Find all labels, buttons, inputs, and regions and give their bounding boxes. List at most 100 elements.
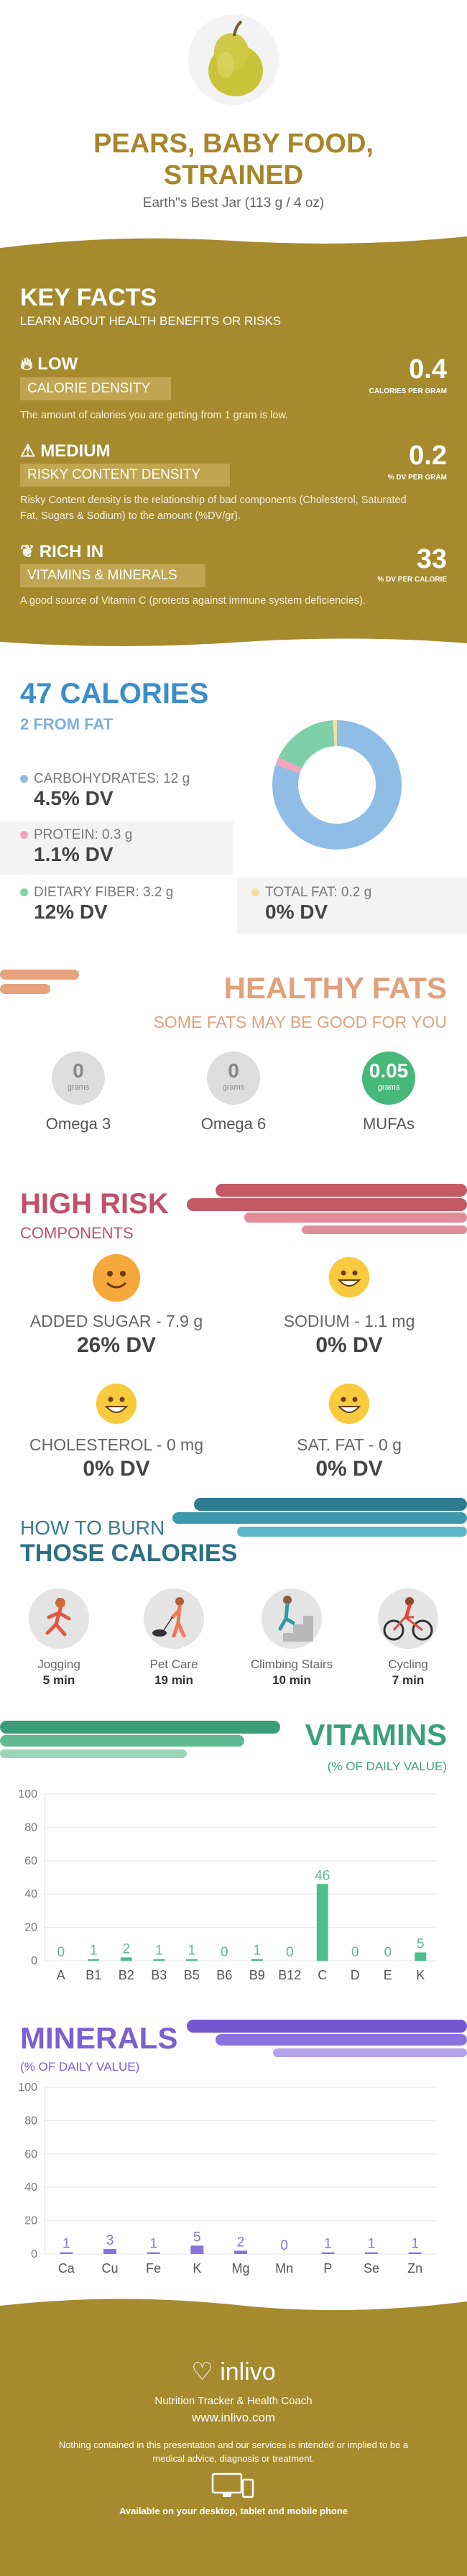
donut-slice-protein bbox=[288, 763, 290, 768]
bar-B1 bbox=[88, 1959, 99, 1961]
cycling-time: 7 min bbox=[354, 1673, 462, 1688]
decor-stripe bbox=[194, 1498, 467, 1511]
bar-value-label: 5 bbox=[193, 2230, 201, 2245]
fat-dv: 0% DV bbox=[251, 901, 453, 924]
high-risk-title: HIGH RISK bbox=[20, 1188, 169, 1220]
minerals-subtitle: (% OF DAILY VALUE) bbox=[20, 2060, 139, 2074]
bar-value-label: 2 bbox=[122, 1941, 130, 1956]
x-tick-label: K bbox=[416, 1968, 425, 1982]
risky-content-desc: Risky Content density is the relationshi… bbox=[20, 492, 422, 524]
bar-Ca bbox=[60, 2253, 73, 2254]
bar-Mg bbox=[234, 2250, 247, 2254]
decor-stripe bbox=[187, 2020, 467, 2033]
donut-slice-fiber bbox=[290, 733, 334, 763]
title-line-1: PEARS, BABY FOOD, bbox=[0, 128, 467, 160]
x-tick-label: K bbox=[193, 2261, 201, 2276]
decor-stripe bbox=[302, 1225, 467, 1234]
jogging-label: Jogging bbox=[5, 1657, 113, 1672]
calorie-density-desc: The amount of calories you are getting f… bbox=[20, 408, 422, 423]
sodium-dv: 0% DV bbox=[241, 1333, 457, 1358]
bar-B3 bbox=[153, 1959, 165, 1961]
jogging-time: 5 min bbox=[5, 1673, 113, 1688]
decor-stripe bbox=[0, 984, 50, 994]
x-tick-label: Mn bbox=[275, 2261, 293, 2276]
title-line-2: STRAINED bbox=[0, 160, 467, 191]
mufas-circle: 0.05 grams bbox=[362, 1052, 415, 1105]
vitamins-value: 33 bbox=[417, 544, 447, 575]
x-tick-label: B1 bbox=[85, 1968, 101, 1982]
omega3-unit: grams bbox=[52, 1083, 105, 1092]
jogging-icon bbox=[29, 1588, 89, 1649]
healthy-fats-title: HEALTHY FATS bbox=[224, 971, 447, 1006]
high-risk-section: HIGH RISK COMPONENTS ADDED SUGAR - 7.9 g… bbox=[0, 1168, 467, 1488]
pet-care-time: 19 min bbox=[120, 1673, 228, 1688]
bar-value-label: 0 bbox=[280, 2238, 288, 2253]
omega6-unit: grams bbox=[207, 1083, 260, 1092]
vitamins-unit: % DV PER CALORIE bbox=[377, 576, 447, 584]
smiley-face-icon bbox=[93, 1254, 140, 1302]
burn-title-2: THOSE CALORIES bbox=[20, 1540, 237, 1568]
flame-icon: 🔥︎ bbox=[20, 354, 33, 374]
mufas-unit: grams bbox=[362, 1083, 415, 1092]
stairs-icon bbox=[262, 1588, 322, 1649]
bar-Se bbox=[365, 2253, 378, 2254]
bar-value-label: 1 bbox=[324, 2237, 332, 2252]
fiber-dot bbox=[20, 888, 28, 896]
calorie-density-name: CALORIE DENSITY bbox=[20, 377, 171, 400]
y-tick-label: 0 bbox=[31, 2248, 37, 2260]
footer-link[interactable]: www.inlivo.com bbox=[0, 2411, 467, 2425]
burn-title-1: HOW TO BURN bbox=[20, 1517, 165, 1540]
carbs-label: CARBOHYDRATES: 12 g bbox=[34, 771, 190, 786]
bar-B9 bbox=[251, 1959, 263, 1961]
fiber-stat: DIETARY FIBER: 3.2 g 12% DV bbox=[20, 885, 236, 931]
devices-icon bbox=[208, 2472, 259, 2501]
leaf-icon: ❦ bbox=[20, 542, 34, 561]
grin-face-icon bbox=[329, 1257, 369, 1297]
bar-Fe bbox=[147, 2253, 160, 2254]
decor-stripe bbox=[244, 1213, 467, 1223]
x-tick-label: B6 bbox=[216, 1968, 232, 1982]
sodium-label: SODIUM - 1.1 mg bbox=[241, 1312, 457, 1331]
decor-stripe bbox=[0, 1721, 280, 1734]
mufas-value: 0.05 bbox=[362, 1052, 415, 1083]
x-tick-label: Se bbox=[364, 2261, 379, 2276]
page-subtitle: Earth"s Best Jar (113 g / 4 oz) bbox=[0, 196, 467, 211]
x-tick-label: B9 bbox=[249, 1968, 265, 1982]
burn-calories-section: HOW TO BURN THOSE CALORIES Jogging 5 min… bbox=[0, 1488, 467, 1703]
pet-care-icon bbox=[144, 1588, 204, 1649]
bar-value-label: 1 bbox=[368, 2237, 376, 2252]
decor-stripe bbox=[172, 1512, 467, 1524]
bar-value-label: 0 bbox=[286, 1945, 294, 1960]
omega3-label: Omega 3 bbox=[21, 1115, 136, 1133]
calorie-density-unit: CALORIES PER GRAM bbox=[369, 387, 447, 395]
wave-divider bbox=[0, 2288, 467, 2317]
logo-text: inlivo bbox=[220, 2358, 275, 2386]
vitamins-name: VITAMINS & MINERALS bbox=[20, 564, 205, 587]
x-tick-label: P bbox=[323, 2261, 332, 2276]
vitamins-subtitle: (% OF DAILY VALUE) bbox=[328, 1760, 447, 1774]
y-tick-label: 80 bbox=[24, 2115, 37, 2127]
key-facts-section: KEY FACTS LEARN ABOUT HEALTH BENEFITS OR… bbox=[0, 248, 467, 650]
bar-Cu bbox=[103, 2249, 116, 2254]
y-tick-label: 20 bbox=[24, 1922, 37, 1934]
page-title: PEARS, BABY FOOD, STRAINED bbox=[0, 128, 467, 191]
sat-fat-label: SAT. FAT - 0 g bbox=[241, 1435, 457, 1455]
added-sugar-dv: 26% DV bbox=[9, 1333, 224, 1358]
calorie-density-level-text: LOW bbox=[37, 354, 78, 374]
decor-stripe bbox=[237, 1527, 467, 1537]
omega6-value: 0 bbox=[207, 1052, 260, 1083]
bar-value-label: 1 bbox=[149, 2237, 157, 2252]
y-tick-label: 40 bbox=[24, 2181, 37, 2194]
header: PEARS, BABY FOOD, STRAINED Earth"s Best … bbox=[0, 0, 467, 248]
x-tick-label: B5 bbox=[184, 1968, 200, 1982]
decor-stripe bbox=[0, 1749, 187, 1758]
inlivo-logo[interactable]: ♡ inlivo bbox=[0, 2358, 467, 2386]
mufas-label: MUFAs bbox=[331, 1115, 446, 1133]
protein-label: PROTEIN: 0.3 g bbox=[34, 827, 132, 842]
y-tick-label: 100 bbox=[18, 1788, 37, 1800]
cholesterol-dv: 0% DV bbox=[9, 1457, 224, 1481]
bar-P bbox=[321, 2253, 334, 2254]
protein-stat: PROTEIN: 0.3 g 1.1% DV bbox=[20, 827, 236, 873]
